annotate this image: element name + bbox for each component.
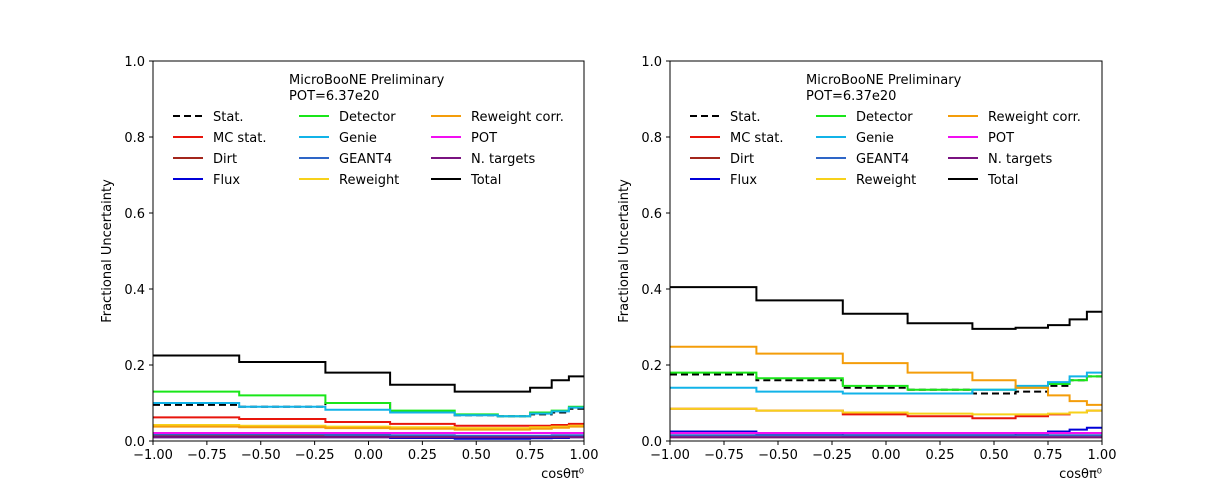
y-tick-label: 0.0 [124,435,145,450]
annotation-text: POT=6.37e20 [806,89,896,104]
legend-label: Flux [213,173,240,188]
y-tick-label: 0.8 [641,131,662,146]
legend-label: Reweight [339,173,399,188]
series-line-reweight-corr [670,345,1102,406]
chart-panel-1: −1.00 −0.75 −0.50 −0.25 0.00 0.25 0.50 0.75 1.00… [100,55,598,482]
legend-label: N. targets [988,152,1053,167]
x-tick-label: −0.25 [295,448,335,463]
legend-label: Stat. [213,110,244,125]
series-line-flux [670,426,1102,437]
x-tick-label: −1.00 [650,448,690,463]
y-tick-label: 0.4 [641,283,662,298]
x-tick-label: −0.50 [241,448,281,463]
legend-label: Reweight [856,173,916,188]
x-axis-label: cosθπ⁰ [1059,467,1102,482]
series-line-reweight [670,407,1102,416]
legend-label: Dirt [213,152,237,167]
legend-label: Genie [339,131,377,146]
x-tick-label: 0.50 [980,448,1009,463]
x-tick-label: −0.50 [758,448,798,463]
series-line-geant4 [153,433,584,437]
x-tick-label: 0.25 [926,448,955,463]
y-tick-label: 0.6 [124,207,145,222]
x-tick-label: 0.00 [872,448,901,463]
legend-label: Flux [730,173,757,188]
legend-label: Total [470,173,501,188]
series-line-total [153,354,584,393]
y-axis-label: Fractional Uncertainty [100,179,115,323]
x-tick-label: 1.00 [1088,448,1117,463]
y-tick-label: 0.2 [124,359,145,374]
legend-label: POT [988,131,1014,146]
legend-label: Stat. [730,110,761,125]
legend: Stat. MC stat. Dirt Flux Detector Genie GEANT4… [690,110,1081,188]
chart-panel-2: −1.00 −0.75 −0.50 −0.25 0.00 0.25 0.50 0.75 1.00… [617,55,1116,482]
series-line-genie [670,371,1102,395]
series-line-reweight-corr [153,425,584,431]
x-tick-label: −0.25 [812,448,852,463]
y-tick-label: 0.6 [641,207,662,222]
legend-label: Dirt [730,152,754,167]
legend-label: Detector [339,110,396,125]
y-tick-label: 0.8 [124,131,145,146]
series-line-stat [670,373,1102,395]
x-tick-label: 0.50 [462,448,491,463]
legend-label: N. targets [471,152,536,167]
legend-label: MC stat. [730,131,784,146]
y-tick-label: 0.2 [641,359,662,374]
legend-label: GEANT4 [339,152,392,167]
x-tick-label: 0.25 [408,448,437,463]
legend: Stat. MC stat. Dirt Flux Detector Genie GEANT4… [173,110,564,188]
legend-label: POT [471,131,497,146]
x-tick-label: −0.75 [187,448,227,463]
legend-label: Detector [856,110,913,125]
x-tick-label: 0.75 [516,448,545,463]
y-tick-label: 1.0 [124,55,145,70]
series-line-mc-stat [153,416,584,427]
x-tick-label: −0.75 [704,448,744,463]
legend-label: Total [987,173,1018,188]
series-group [670,286,1102,439]
legend-label: Reweight corr. [471,110,564,125]
x-tick-label: 1.00 [570,448,599,463]
series-group [153,354,584,440]
y-tick-label: 0.4 [124,283,145,298]
series-line-genie [153,402,584,418]
x-tick-label: 0.75 [1034,448,1063,463]
legend-label: Reweight corr. [988,110,1081,125]
annotation-text: POT=6.37e20 [289,89,379,104]
legend-label: GEANT4 [856,152,909,167]
x-axis-label: cosθπ⁰ [541,467,584,482]
legend-label: Genie [856,131,894,146]
y-tick-label: 0.0 [641,435,662,450]
legend-label: MC stat. [213,131,267,146]
x-tick-label: −1.00 [133,448,173,463]
y-tick-label: 1.0 [641,55,662,70]
x-tick-label: 0.00 [354,448,383,463]
annotation-text: MicroBooNE Preliminary [806,73,962,88]
series-line-total [670,286,1102,330]
y-axis-label: Fractional Uncertainty [617,179,632,323]
annotation-text: MicroBooNE Preliminary [289,73,445,88]
